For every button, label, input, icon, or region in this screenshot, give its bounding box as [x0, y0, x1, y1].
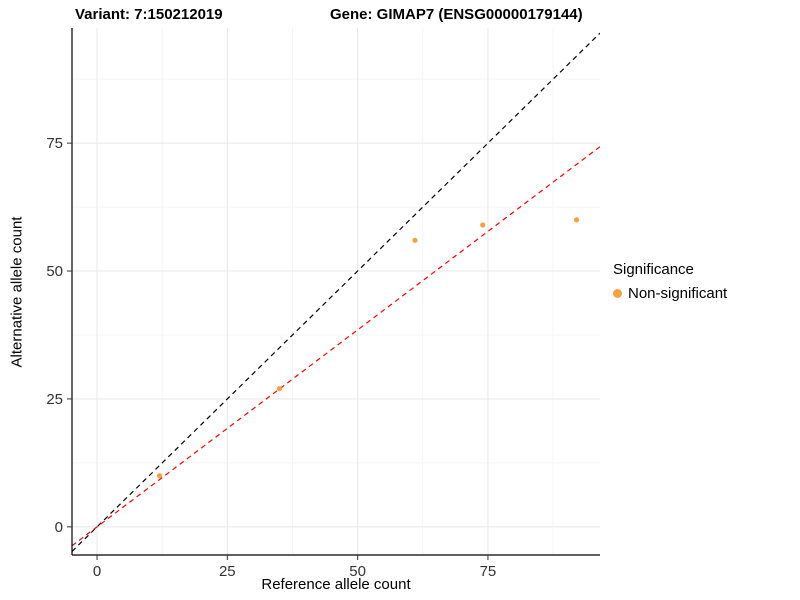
data-point: [156, 473, 163, 479]
y-axis-label: Alternative allele count: [8, 216, 26, 368]
data-point: [480, 222, 486, 228]
plot-title-gene: Gene: GIMAP7 (ENSG00000179144): [330, 6, 583, 23]
plot-title-variant: Variant: 7:150212019: [75, 6, 223, 23]
y-tick-label: 50: [46, 263, 63, 280]
identity-line: [72, 32, 600, 552]
y-tick-label: 25: [46, 391, 63, 408]
legend-entry-label: Non-significant: [628, 285, 728, 302]
x-tick-label: 75: [480, 563, 497, 580]
fit-line: [72, 146, 600, 547]
x-tick-label: 25: [219, 563, 236, 580]
y-tick-label: 75: [46, 135, 63, 152]
legend: Significance Non-significant: [613, 261, 727, 302]
legend-point-icon: [613, 289, 622, 298]
data-point: [573, 217, 580, 223]
data-point: [276, 386, 283, 392]
legend-entry: Non-significant: [613, 285, 727, 302]
legend-title: Significance: [613, 261, 694, 278]
x-tick-label: 50: [349, 563, 366, 580]
y-tick-label: 0: [55, 519, 63, 536]
data-point: [412, 237, 418, 243]
x-tick-label: 0: [93, 563, 101, 580]
x-axis-label: Reference allele count: [261, 576, 411, 593]
